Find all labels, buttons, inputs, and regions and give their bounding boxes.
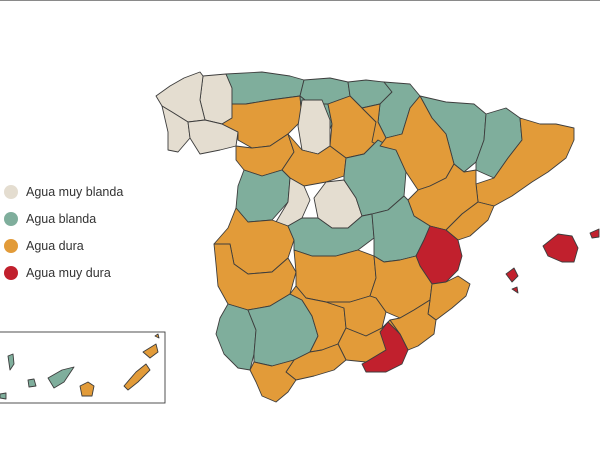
region-castellon — [445, 201, 495, 241]
region-cataluna — [475, 117, 575, 207]
legend-item-muy-blanda: Agua muy blanda — [4, 178, 123, 205]
region-ciudad-real — [293, 249, 377, 303]
legend-swatch-dura — [4, 238, 18, 253]
region-cadiz — [249, 359, 297, 403]
legend-label-dura: Agua dura — [26, 238, 84, 253]
legend-label-muy-blanda: Agua muy blanda — [26, 184, 124, 199]
region-murcia — [389, 299, 437, 351]
region-hierro — [0, 392, 7, 400]
region-salamanca — [235, 169, 291, 223]
region-tenerife — [47, 366, 75, 389]
region-fuerteventura — [123, 363, 151, 391]
legend-swatch-blanda — [4, 211, 18, 226]
canary-inset-frame — [0, 331, 166, 404]
region-galicia-pontevedra — [161, 105, 191, 153]
legend-label-blanda: Agua blanda — [26, 211, 97, 226]
legend-swatch-muy-dura — [4, 265, 18, 280]
region-mallorca — [542, 233, 579, 263]
region-almeria — [361, 321, 409, 373]
region-galicia-coruna — [155, 71, 206, 123]
legend-item-muy-dura: Agua muy dura — [4, 259, 123, 286]
region-badajoz — [213, 243, 297, 311]
region-soria — [297, 99, 331, 155]
region-ibiza — [505, 267, 519, 283]
region-la-graciosa — [154, 333, 160, 339]
region-galicia-lugo — [199, 73, 233, 125]
region-la-palma — [7, 353, 15, 371]
region-zaragoza — [379, 95, 455, 191]
legend: Agua muy blanda Agua blanda Agua dura Ag… — [4, 178, 123, 286]
region-gran-canaria — [79, 381, 95, 397]
legend-label-muy-dura: Agua muy dura — [26, 265, 111, 280]
region-la-gomera — [27, 378, 37, 388]
top-border — [0, 0, 600, 1]
region-formentera — [511, 286, 519, 294]
legend-swatch-muy-blanda — [4, 184, 18, 199]
region-valladolid — [281, 133, 347, 187]
region-menorca — [589, 228, 600, 239]
legend-item-blanda: Agua blanda — [4, 205, 123, 232]
legend-item-dura: Agua dura — [4, 232, 123, 259]
region-lanzarote — [142, 343, 159, 359]
region-jaen — [325, 295, 387, 337]
